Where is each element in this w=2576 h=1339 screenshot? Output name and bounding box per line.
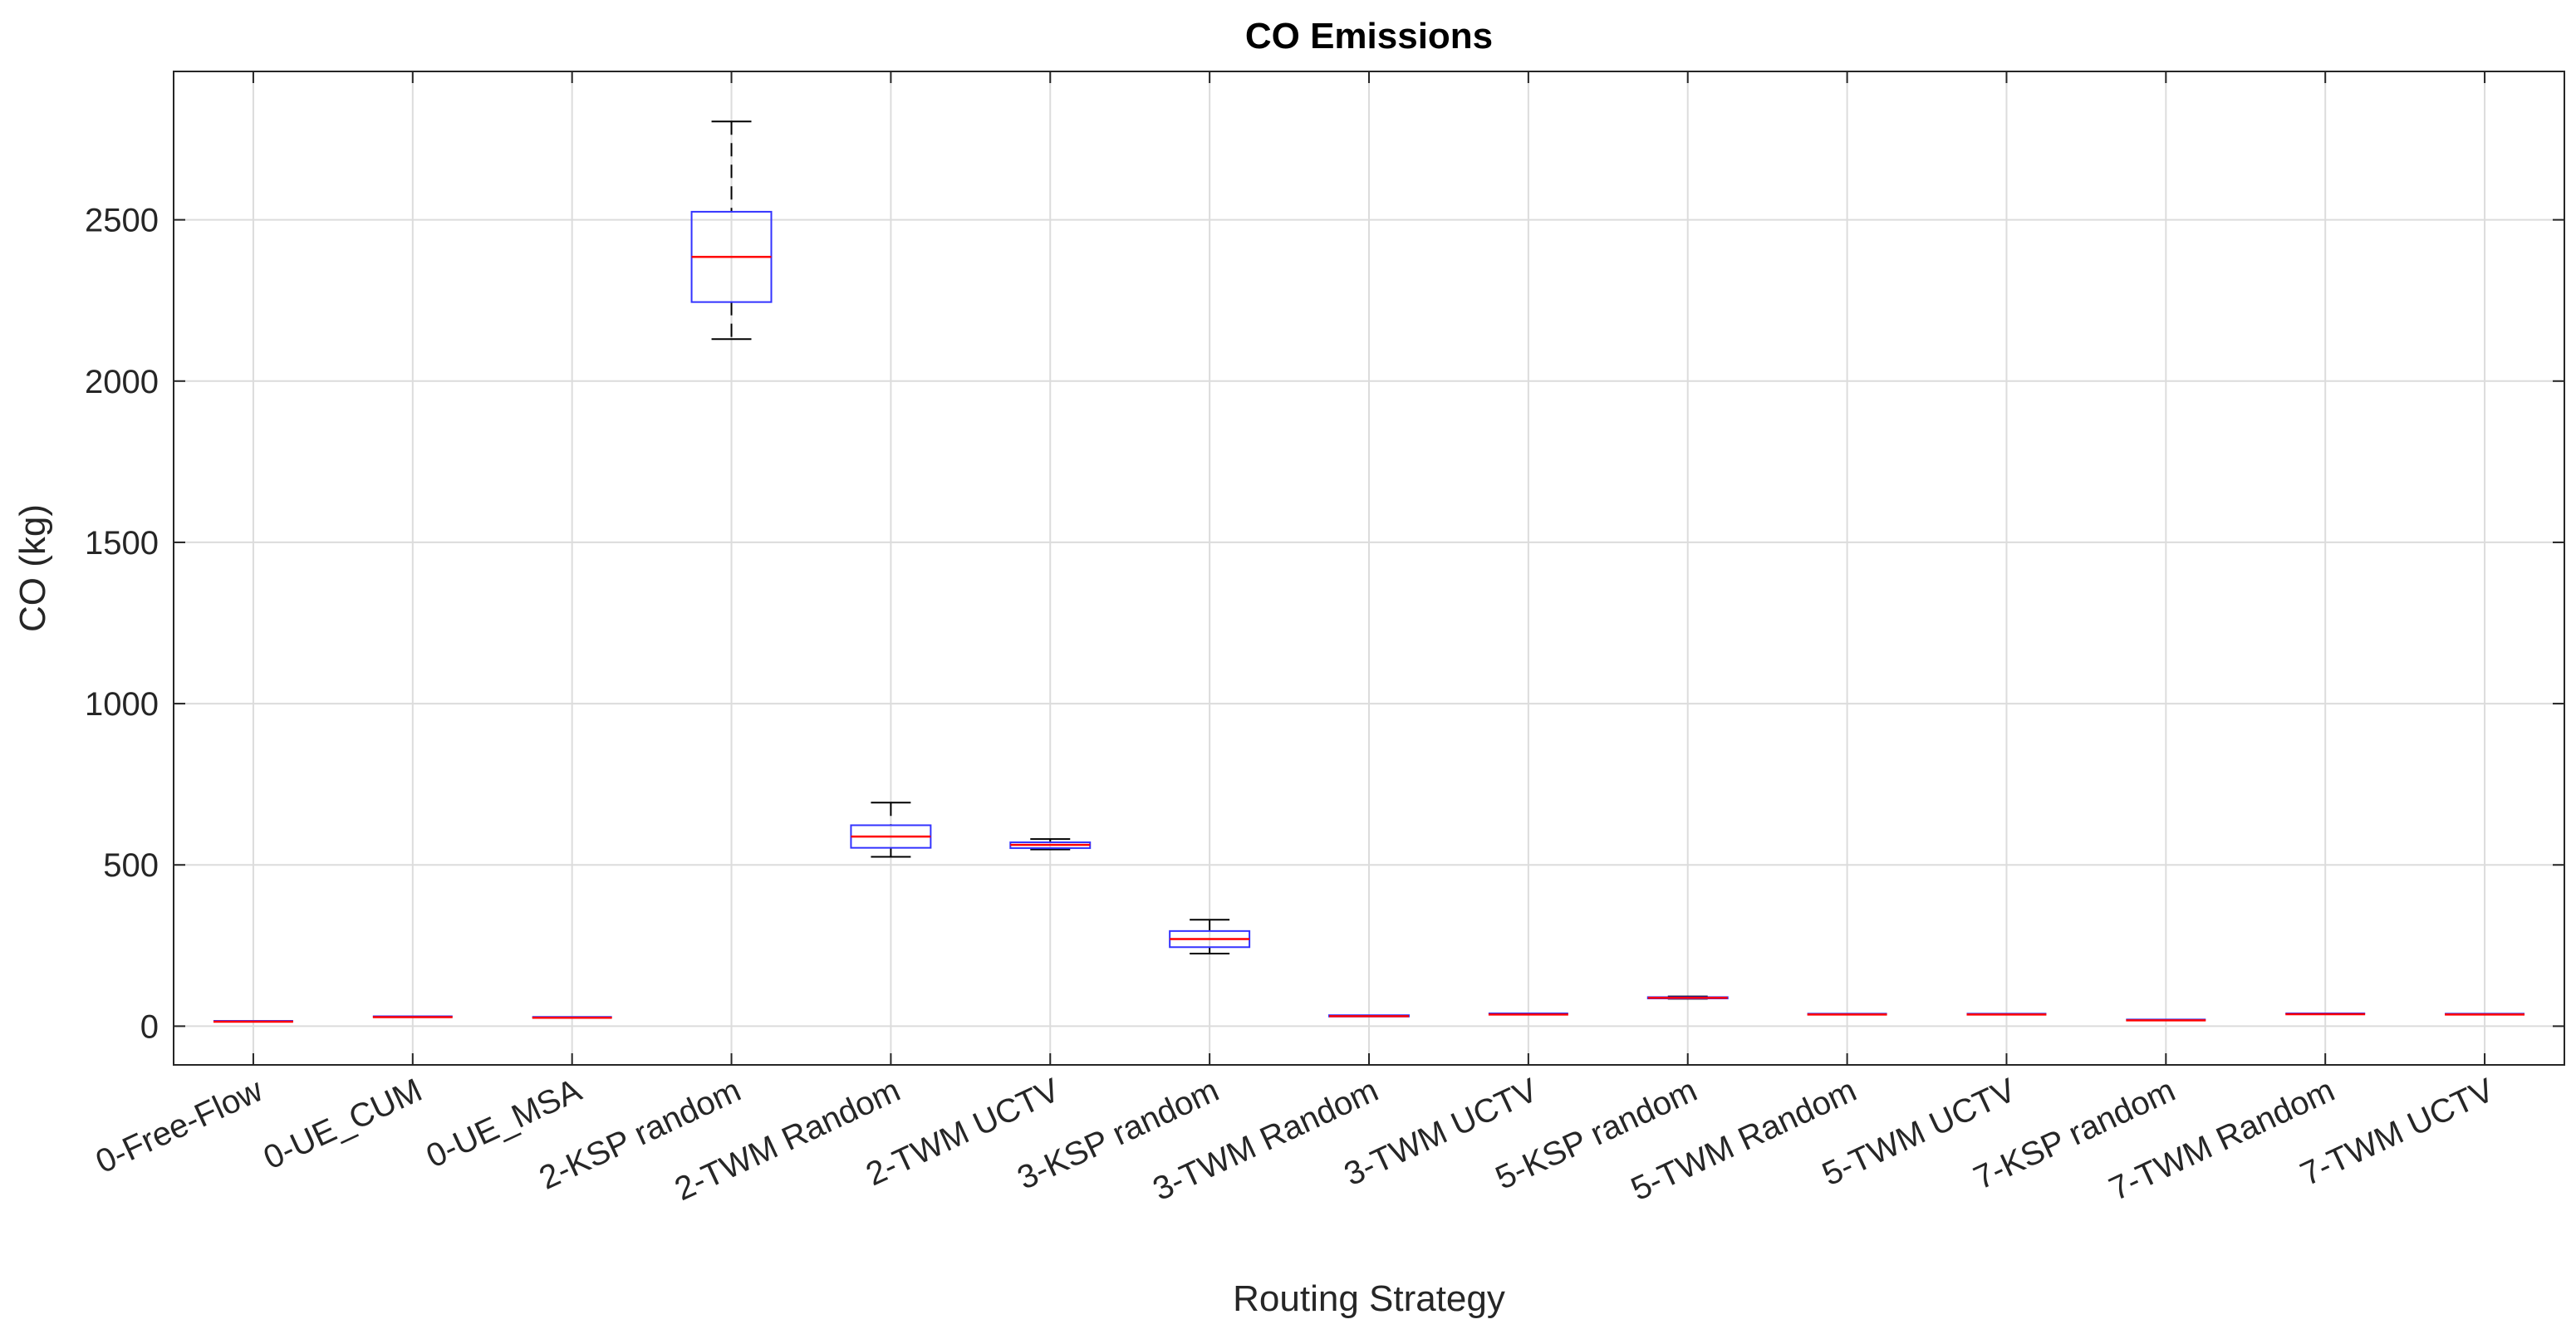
box-plot-3 [532, 1016, 612, 1019]
box-plot-8 [1328, 1014, 1410, 1018]
box-plot-14 [2285, 1013, 2366, 1016]
box-plot-10 [1646, 995, 1729, 1000]
box-plot-13 [2126, 1018, 2206, 1022]
box-plot-7 [1169, 919, 1251, 955]
x-axis-title: Routing Strategy [1233, 1278, 1505, 1319]
box-plot-2 [372, 1015, 453, 1018]
box-plot-9 [1488, 1013, 1568, 1016]
box-plot-12 [1966, 1013, 2047, 1016]
y-tick-label: 500 [103, 847, 159, 884]
box-plot-15 [2445, 1013, 2525, 1016]
grid [174, 71, 2564, 1065]
y-tick-label: 1500 [85, 525, 159, 562]
y-tick-label: 2500 [85, 203, 159, 239]
y-tick-label: 1000 [85, 686, 159, 723]
box-plot-6 [1009, 838, 1092, 851]
y-axis-title: CO (kg) [12, 504, 53, 632]
y-tick-label: 2000 [85, 364, 159, 400]
box-series [213, 120, 2525, 1023]
y-axis-ticks: 0 500 1000 1500 2000 2500 [85, 203, 2564, 1045]
box-plot-1 [213, 1019, 293, 1023]
box-plot-11 [1807, 1013, 1887, 1016]
box-plot-5 [850, 802, 932, 858]
box-plot-4 [690, 120, 773, 341]
y-tick-label: 0 [140, 1008, 159, 1045]
chart-title: CO Emissions [1245, 16, 1493, 56]
